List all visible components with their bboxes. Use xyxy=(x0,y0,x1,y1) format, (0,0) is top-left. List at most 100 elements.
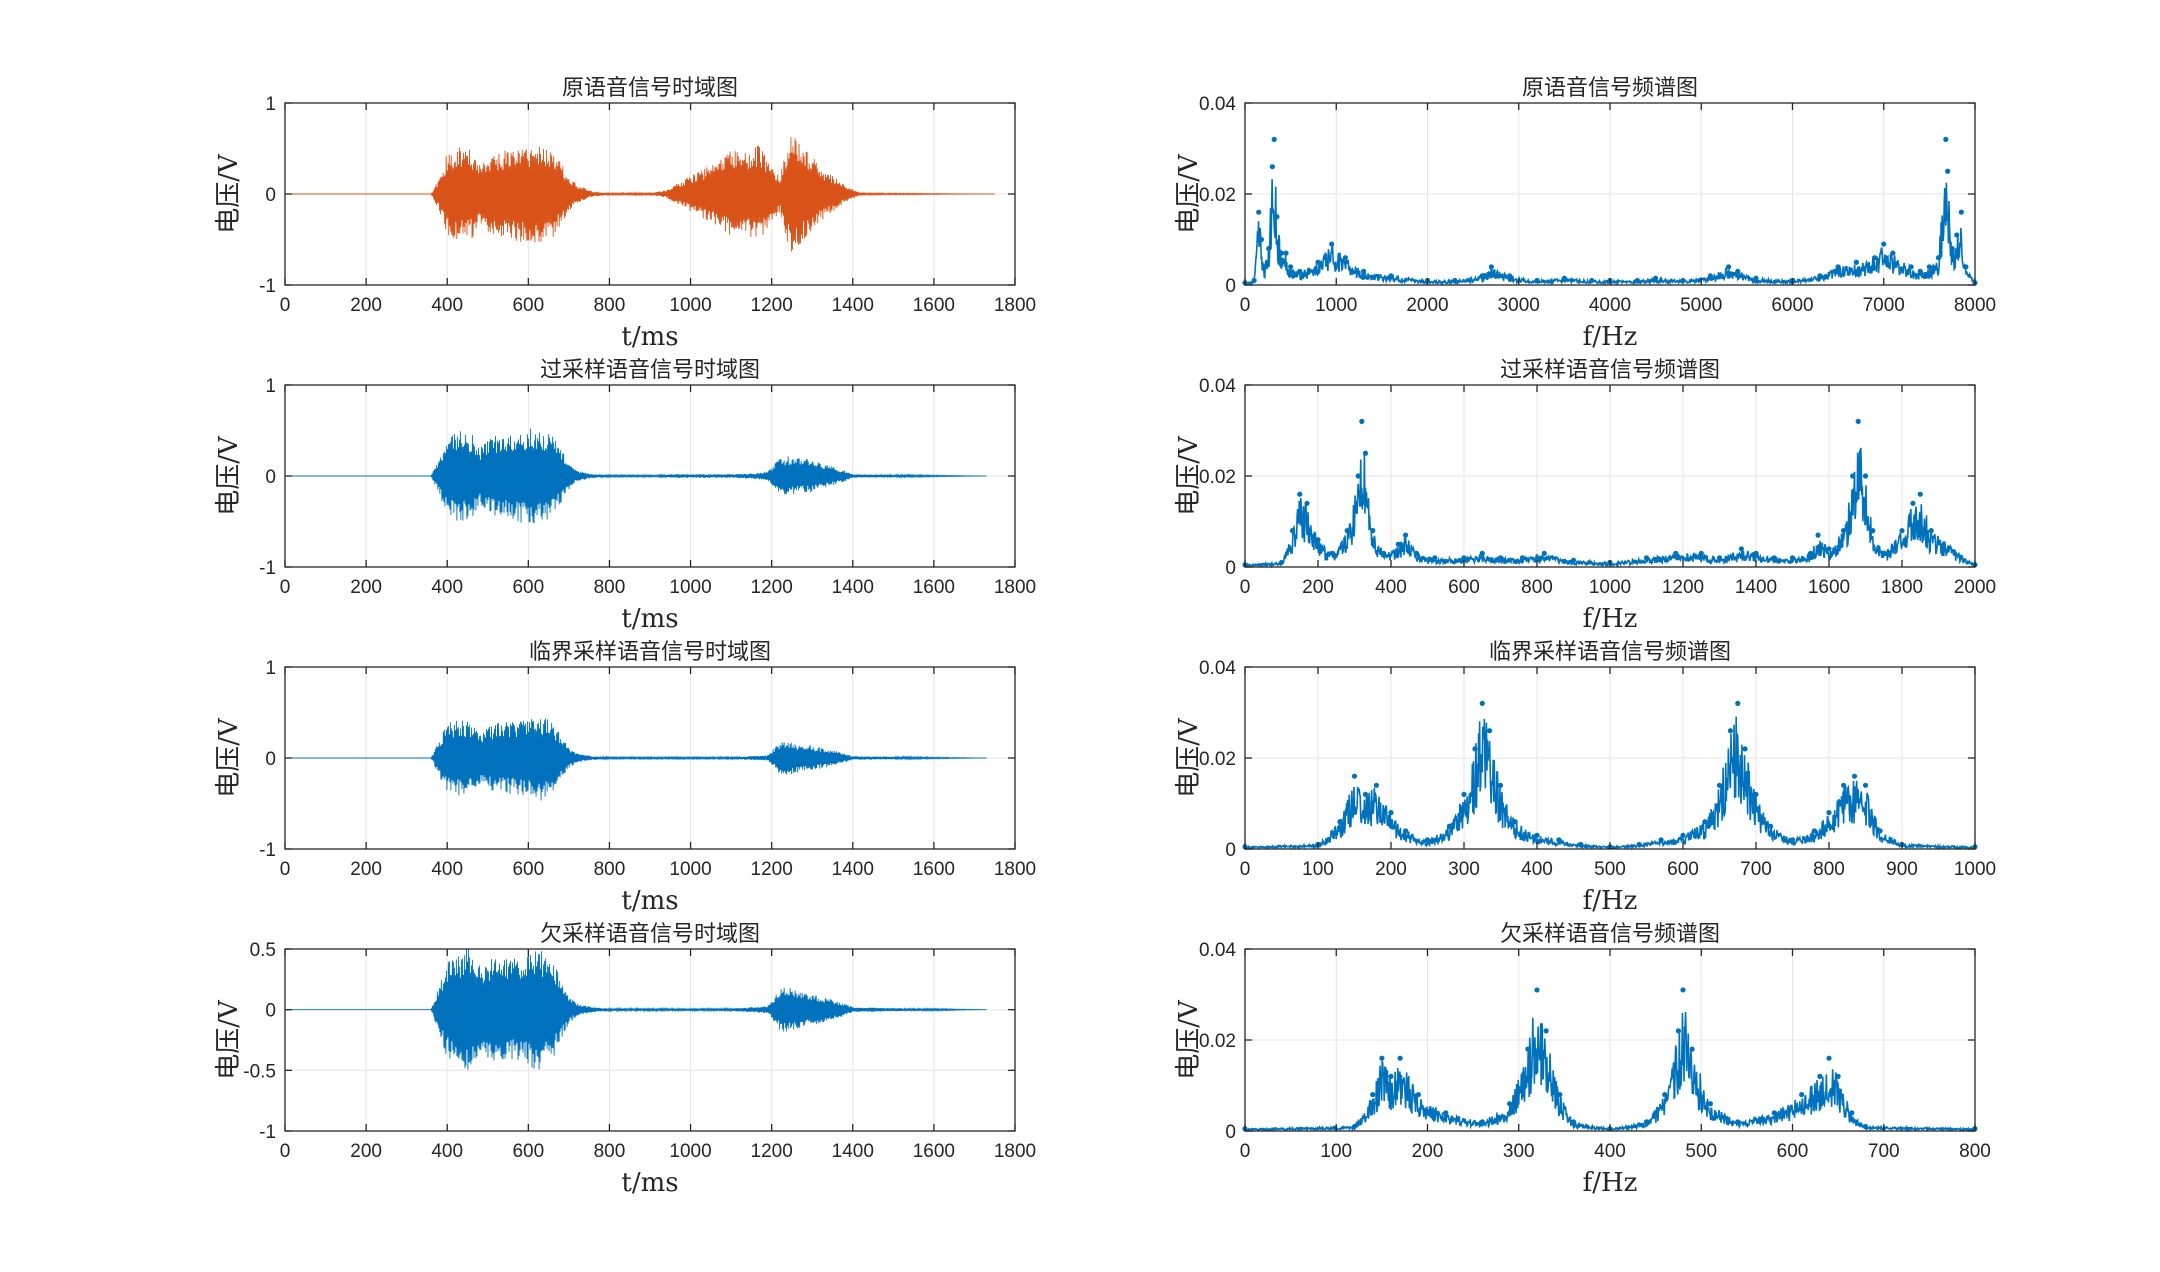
data-point xyxy=(1862,1123,1869,1130)
subplot-5: 0 1000 2000 3000 4000 5000 6000 7000 8000 0 0.02 0.… xyxy=(1174,76,1996,352)
x-tick-label: 600 xyxy=(512,859,544,880)
y-tick-label: -1 xyxy=(259,276,276,297)
x-tick-label: 1600 xyxy=(913,295,955,316)
subplot-title: 原语音信号频谱图 xyxy=(1522,76,1698,101)
data-point xyxy=(1388,810,1394,816)
x-tick-label: 300 xyxy=(1503,1141,1535,1162)
x-tick-label: 6000 xyxy=(1771,295,1813,316)
data-point xyxy=(1351,1123,1358,1130)
data-point xyxy=(1344,528,1350,534)
data-point xyxy=(1269,164,1275,170)
x-tick-label: 100 xyxy=(1302,859,1334,880)
data-point xyxy=(1413,550,1420,556)
x-tick-label: 2000 xyxy=(1406,295,1448,316)
data-point xyxy=(1815,532,1821,538)
x-axis-label: f/Hz xyxy=(1583,1168,1638,1198)
subplot-2: 0 200 400 600 800 1000 1200 1400 1600 1800-101过采样… xyxy=(214,358,1036,634)
data-point xyxy=(1379,1055,1385,1061)
data-point xyxy=(1698,550,1704,556)
data-point xyxy=(1949,246,1955,252)
data-point xyxy=(1707,1101,1713,1107)
data-point xyxy=(1557,1092,1563,1098)
x-axis-label: f/Hz xyxy=(1583,604,1638,634)
data-point xyxy=(1963,264,1969,270)
data-point xyxy=(1643,1119,1650,1125)
y-axis-label: 电压/V xyxy=(214,717,244,798)
y-axis-label: 电压/V xyxy=(1174,717,1204,798)
data-point xyxy=(1881,241,1887,247)
data-point xyxy=(1841,528,1847,534)
data-point xyxy=(1446,823,1452,829)
data-point xyxy=(1851,773,1858,779)
x-axis-label: t/ms xyxy=(621,322,678,352)
data-point xyxy=(1525,1046,1531,1052)
data-point xyxy=(1251,277,1257,284)
data-point xyxy=(1278,559,1285,566)
data-point xyxy=(1578,841,1584,848)
x-tick-label: 0 xyxy=(1240,859,1251,880)
data-point xyxy=(1424,837,1431,843)
data-point xyxy=(1890,250,1896,256)
y-tick-label: 1 xyxy=(265,376,276,397)
data-point xyxy=(1556,837,1562,843)
y-tick-label: 0.04 xyxy=(1199,94,1236,115)
x-tick-label: 800 xyxy=(594,295,626,316)
data-point xyxy=(1278,250,1285,256)
y-tick-label: 0.02 xyxy=(1199,185,1236,206)
y-axis-label: 电压/V xyxy=(1174,999,1204,1080)
x-tick-label: 1000 xyxy=(669,577,711,598)
data-point xyxy=(1841,782,1847,788)
data-point xyxy=(1297,491,1303,497)
data-point xyxy=(1735,1119,1741,1125)
data-point xyxy=(1289,528,1296,534)
x-tick-label: 1200 xyxy=(751,1141,793,1162)
data-point xyxy=(1342,255,1348,261)
data-point xyxy=(1826,546,1832,552)
subplot-title: 过采样语音信号频谱图 xyxy=(1500,358,1720,383)
x-tick-label: 1600 xyxy=(913,859,955,880)
x-axis-label: t/ms xyxy=(621,886,678,916)
data-point xyxy=(1945,168,1951,174)
data-point xyxy=(1771,555,1777,561)
data-point xyxy=(1726,264,1732,270)
data-point xyxy=(1716,782,1723,788)
data-point xyxy=(1917,491,1923,497)
data-point xyxy=(1753,791,1759,798)
data-point xyxy=(1488,264,1494,270)
x-axis-label: f/Hz xyxy=(1583,886,1638,916)
data-point xyxy=(1472,746,1478,752)
data-point xyxy=(1753,275,1759,281)
data-point xyxy=(1370,528,1376,534)
x-tick-label: 1800 xyxy=(994,577,1036,598)
x-tick-label: 1800 xyxy=(994,1141,1036,1162)
x-tick-label: 200 xyxy=(350,577,382,598)
x-tick-label: 2000 xyxy=(1954,577,1996,598)
data-point xyxy=(1479,273,1485,279)
data-point xyxy=(1381,550,1387,556)
data-point xyxy=(1849,1110,1855,1116)
data-point xyxy=(1351,773,1358,779)
x-tick-label: 1400 xyxy=(1735,577,1777,598)
data-point xyxy=(1954,232,1960,238)
x-tick-label: 0 xyxy=(280,859,291,880)
x-tick-label: 600 xyxy=(512,295,544,316)
y-tick-label: 0 xyxy=(265,467,276,488)
data-point xyxy=(1789,837,1796,843)
data-point xyxy=(1643,555,1650,561)
data-point xyxy=(1877,828,1883,834)
data-point xyxy=(1636,841,1642,848)
x-tick-label: 800 xyxy=(1813,859,1845,880)
x-tick-label: 1000 xyxy=(669,295,711,316)
data-point xyxy=(1899,528,1905,534)
data-point xyxy=(1855,418,1861,424)
data-point xyxy=(1835,1073,1841,1079)
data-point xyxy=(1850,473,1856,479)
series-line xyxy=(285,137,995,252)
x-tick-label: 1400 xyxy=(832,1141,874,1162)
x-tick-label: 1000 xyxy=(1589,577,1631,598)
data-point xyxy=(1872,255,1878,261)
data-point xyxy=(1862,473,1869,479)
y-tick-label: -1 xyxy=(259,1122,276,1143)
subplot-title: 临界采样语音信号频谱图 xyxy=(1489,640,1731,665)
data-point xyxy=(1359,418,1365,424)
